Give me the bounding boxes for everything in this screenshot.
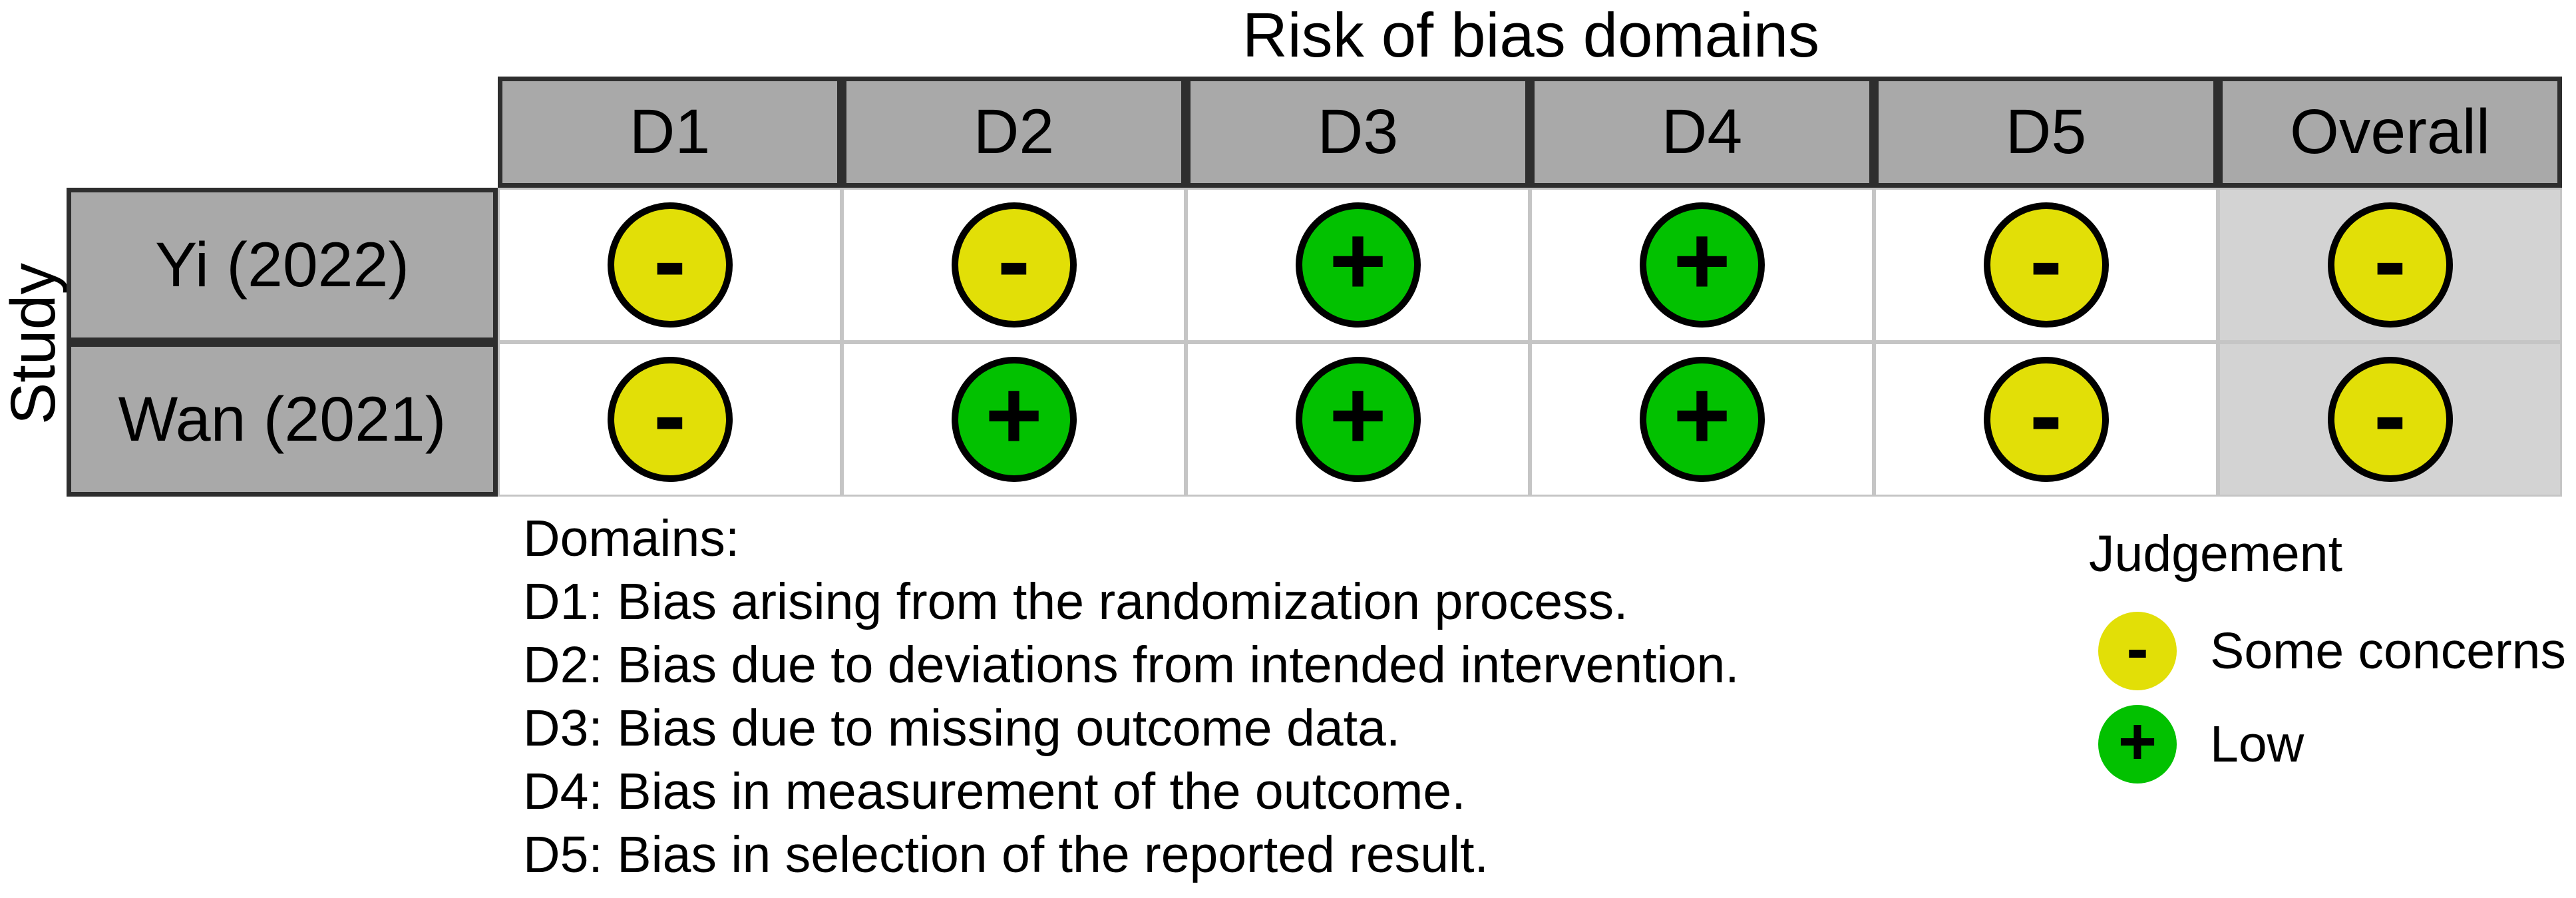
column-header-d5: D5 [1874, 77, 2218, 188]
judgement-cell: - [498, 188, 842, 342]
plus-icon: + [1673, 360, 1731, 471]
judgement-circle: - [607, 357, 733, 482]
domains-legend-items: D1: Bias arising from the randomization … [523, 570, 1740, 887]
judgement-circle: + [1639, 202, 1765, 328]
minus-icon: - [2126, 611, 2149, 686]
judgement-cell: - [2218, 342, 2562, 497]
judgement-cell: + [842, 342, 1186, 497]
minus-icon: - [653, 360, 687, 471]
plus-icon: + [1673, 206, 1731, 316]
plus-icon: + [1329, 360, 1387, 471]
judgement-cell: + [1530, 188, 1874, 342]
domain-description: D1: Bias arising from the randomization … [523, 573, 1628, 630]
legend-circle: + [2098, 705, 2177, 784]
judgement-cell: - [842, 188, 1186, 342]
rob-traffic-light-table: D1 D2 D3 D4 D5 Overall Yi (2022) - - + + - - Wan (202… [67, 77, 2562, 497]
corner-spacer [67, 77, 498, 188]
column-header-d3: D3 [1186, 77, 1530, 188]
judgement-legend-item: - Some concerns [2098, 612, 2566, 690]
judgement-circle: - [607, 202, 733, 328]
judgement-legend-label: Some concerns [2210, 622, 2566, 680]
judgement-legend-title: Judgement [2089, 525, 2342, 582]
judgement-cell: - [498, 342, 842, 497]
column-header-d1: D1 [498, 77, 842, 188]
minus-icon: - [2373, 206, 2407, 316]
plus-icon: + [2117, 704, 2157, 779]
minus-icon: - [653, 206, 687, 316]
judgement-circle: - [1983, 357, 2109, 482]
domains-legend: Domains: D1: Bias arising from the rando… [523, 507, 1740, 887]
judgement-cell: - [1874, 188, 2218, 342]
plus-icon: + [1329, 206, 1387, 316]
plus-icon: + [985, 360, 1043, 471]
column-header-d4: D4 [1530, 77, 1874, 188]
judgement-legend-items: - Some concerns + Low [2089, 612, 2566, 784]
study-axis: Study [0, 188, 69, 499]
study-label-cell: Wan (2021) [67, 342, 498, 497]
minus-icon: - [997, 206, 1031, 316]
judgement-legend-label: Low [2210, 715, 2304, 773]
judgement-circle: + [951, 357, 1077, 482]
judgement-cell: + [1186, 188, 1530, 342]
figure-title: Risk of bias domains [1242, 0, 1820, 70]
study-axis-label: Study [0, 262, 69, 425]
judgement-circle: - [1983, 202, 2109, 328]
domain-description: D3: Bias due to missing outcome data. [523, 700, 1401, 757]
domain-description: D4: Bias in measurement of the outcome. [523, 763, 1466, 820]
judgement-cell: + [1530, 342, 1874, 497]
judgement-cell: - [1874, 342, 2218, 497]
judgement-circle: - [2327, 202, 2453, 328]
judgement-legend: Judgement - Some concerns + Low [2089, 525, 2566, 784]
domain-description: D2: Bias due to deviations from intended… [523, 636, 1740, 694]
domain-description: D5: Bias in selection of the reported re… [523, 826, 1489, 883]
judgement-legend-item: + Low [2098, 705, 2566, 784]
judgement-circle: + [1295, 202, 1421, 328]
column-header-overall: Overall [2218, 77, 2562, 188]
domains-legend-heading: Domains: [523, 510, 740, 567]
column-header-d2: D2 [842, 77, 1186, 188]
minus-icon: - [2029, 206, 2063, 316]
judgement-circle: - [2327, 357, 2453, 482]
judgement-cell: + [1186, 342, 1530, 497]
minus-icon: - [2029, 360, 2063, 471]
judgement-circle: - [951, 202, 1077, 328]
judgement-circle: + [1639, 357, 1765, 482]
legend-circle: - [2098, 612, 2177, 690]
study-label-cell: Yi (2022) [67, 188, 498, 342]
judgement-cell: - [2218, 188, 2562, 342]
minus-icon: - [2373, 360, 2407, 471]
judgement-circle: + [1295, 357, 1421, 482]
